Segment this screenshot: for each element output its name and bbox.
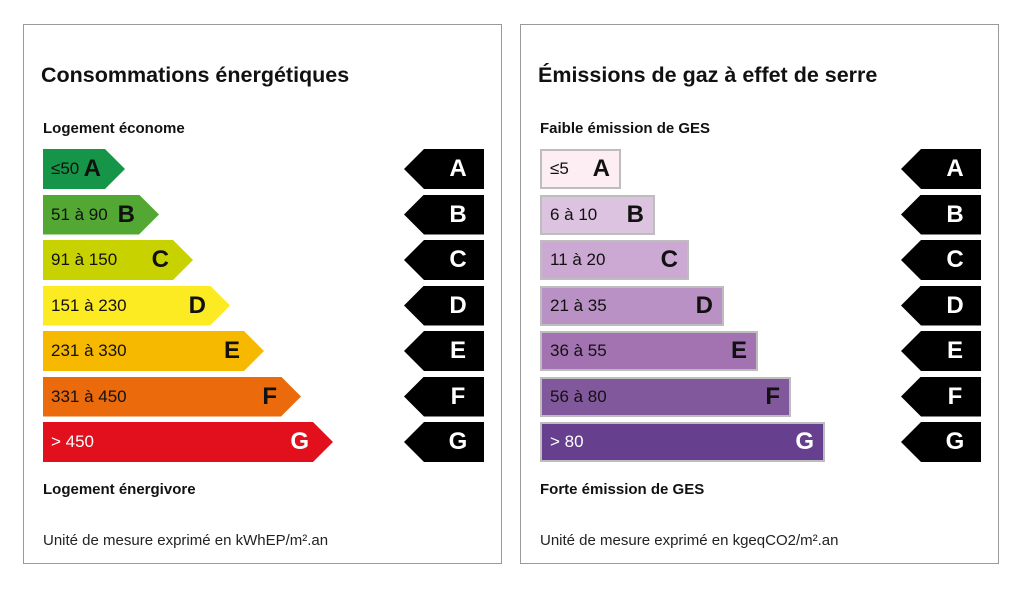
- energy-title: Consommations énergétiques: [41, 63, 350, 87]
- energy-class-bar-f: 331 à 450 F: [43, 377, 301, 417]
- marker-letter: E: [946, 337, 963, 364]
- marker-letter: D: [449, 291, 467, 319]
- energy-marker-arrow-g: G: [404, 422, 484, 462]
- marker-letter: F: [450, 382, 466, 410]
- class-letter: A: [592, 155, 610, 182]
- marker-letter: E: [449, 337, 466, 364]
- ges-marker-arrow-b: B: [901, 194, 981, 235]
- energy-consumption-panel: Consommations énergétiques Logement écon…: [23, 24, 502, 564]
- class-range: 21 à 35: [550, 295, 607, 315]
- class-range: 231 à 330: [51, 341, 127, 360]
- ges-class-bar-b: 6 à 10 B: [540, 194, 655, 235]
- class-range: > 450: [51, 432, 95, 451]
- marker-letter: C: [946, 246, 964, 273]
- energy-bottom-label: Logement énergivore: [43, 481, 196, 498]
- class-letter: G: [290, 428, 309, 455]
- ges-class-bar-d: 21 à 35 D: [540, 285, 724, 326]
- marker-letter: C: [449, 246, 467, 273]
- class-letter: C: [151, 246, 169, 273]
- energy-class-bar-c: 91 à 150 C: [43, 240, 193, 280]
- ges-emissions-panel: Émissions de gaz à effet de serre Faible…: [520, 24, 999, 564]
- class-range: > 80: [550, 432, 584, 451]
- ges-marker-arrow-g: G: [901, 422, 981, 462]
- marker-letter: B: [946, 200, 964, 228]
- energy-marker-arrow-b: B: [404, 194, 484, 235]
- energy-marker-arrow-a: A: [404, 149, 484, 189]
- ges-class-bar-f: 56 à 80 F: [540, 376, 791, 417]
- class-range: 331 à 450: [51, 386, 127, 406]
- class-letter: B: [626, 200, 644, 228]
- energy-marker-arrow-e: E: [404, 331, 484, 371]
- ges-bottom-label: Forte émission de GES: [540, 481, 705, 498]
- energy-marker-arrow-c: C: [404, 240, 484, 280]
- marker-letter: A: [449, 155, 467, 182]
- energy-marker-arrow-f: F: [404, 376, 484, 417]
- ges-class-bar-c: 11 à 20 C: [540, 240, 689, 280]
- ges-marker-arrow-f: F: [901, 376, 981, 417]
- class-letter: F: [262, 382, 277, 410]
- class-letter: D: [695, 291, 713, 319]
- ges-title: Émissions de gaz à effet de serre: [538, 63, 878, 87]
- energy-class-bar-g: > 450 G: [43, 422, 333, 462]
- marker-letter: B: [449, 200, 467, 228]
- class-letter: E: [730, 337, 747, 364]
- energy-class-bar-e: 231 à 330 E: [43, 331, 264, 371]
- ges-class-bar-a: ≤5 A: [540, 149, 621, 189]
- class-letter: G: [795, 428, 814, 455]
- ges-top-label: Faible émission de GES: [540, 120, 711, 137]
- class-range: 151 à 230: [51, 295, 127, 315]
- class-letter: D: [188, 291, 206, 319]
- marker-letter: D: [946, 291, 964, 319]
- marker-letter: G: [945, 428, 965, 455]
- ges-marker-arrow-d: D: [901, 285, 981, 326]
- marker-letter: G: [448, 428, 468, 455]
- ges-marker-arrow-e: E: [901, 331, 981, 371]
- class-range: 91 à 150: [51, 250, 118, 269]
- energy-unit: Unité de mesure exprimé en kWhEP/m².an: [43, 532, 329, 549]
- ges-class-bar-e: 36 à 55 E: [540, 331, 758, 371]
- energy-top-label: Logement économe: [43, 120, 185, 137]
- energy-marker-arrow-d: D: [404, 285, 484, 326]
- marker-letter: F: [947, 382, 963, 410]
- energy-class-bar-d: 151 à 230 D: [43, 286, 230, 326]
- class-letter: B: [117, 200, 135, 228]
- energy-class-bar-b: 51 à 90 B: [43, 195, 159, 235]
- ges-marker-arrow-a: A: [901, 149, 981, 189]
- class-range: 6 à 10: [550, 204, 598, 224]
- ges-unit: Unité de mesure exprimé en kgeqCO2/m².an: [540, 532, 839, 549]
- class-range: 11 à 20: [550, 250, 606, 269]
- class-range: 51 à 90: [51, 204, 108, 224]
- ges-marker-arrow-c: C: [901, 240, 981, 280]
- class-letter: C: [660, 246, 678, 273]
- class-range: ≤5: [550, 159, 569, 178]
- class-letter: E: [223, 337, 240, 364]
- class-letter: A: [83, 155, 101, 182]
- class-range: 36 à 55: [550, 341, 607, 360]
- class-letter: F: [765, 382, 780, 410]
- energy-class-bar-a: ≤50 A: [43, 149, 125, 189]
- ges-class-bar-g: > 80 G: [540, 422, 825, 462]
- class-range: ≤50: [51, 159, 80, 178]
- marker-letter: A: [946, 155, 964, 182]
- class-range: 56 à 80: [550, 386, 607, 406]
